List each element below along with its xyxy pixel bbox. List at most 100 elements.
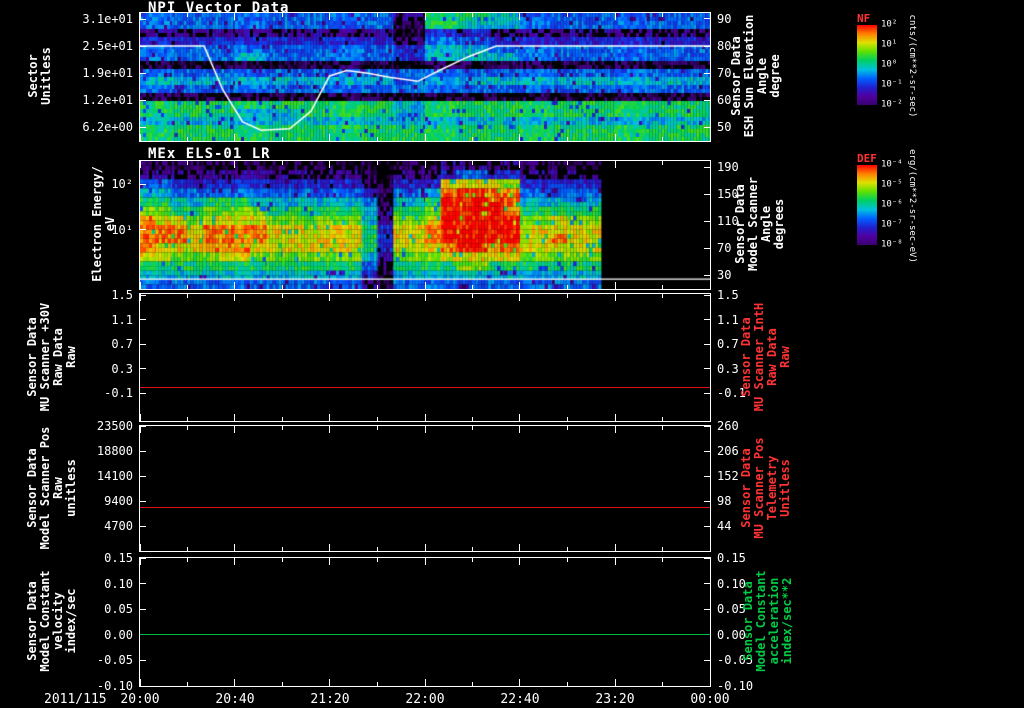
p2-xtickmark xyxy=(234,282,236,289)
def-colorbar-tick: 10⁻⁷ xyxy=(881,219,903,230)
p1-xtickmark xyxy=(234,134,236,141)
p2-ytickmark xyxy=(140,183,146,185)
p5-xtickmark xyxy=(139,679,141,686)
p1-ytickmark xyxy=(140,126,146,128)
p2-xtickmark xyxy=(567,161,568,165)
p3-xtickmark xyxy=(234,414,236,421)
def-colorbar-tick: 10⁻⁴ xyxy=(881,159,903,170)
p1-xtickmark xyxy=(139,13,141,20)
p1-xtickmark xyxy=(329,13,331,20)
p1-ytickmark xyxy=(704,45,710,47)
p1-xtickmark xyxy=(709,13,711,20)
p3-xtickmark xyxy=(377,294,378,298)
p1-xtickmark xyxy=(329,134,331,141)
p4-xtickmark xyxy=(377,547,378,551)
def-colorbar-label: DEF xyxy=(857,152,877,165)
p2-xtickmark xyxy=(709,282,711,289)
p4-ytickmark xyxy=(140,525,146,527)
p5-xtickmark xyxy=(282,558,283,562)
p5-xtickmark xyxy=(424,558,426,565)
p1-xtickmark xyxy=(472,137,473,141)
p4-xtickmark xyxy=(567,547,568,551)
p5-right-tick: -0.10 xyxy=(717,679,754,693)
p1-xtickmark xyxy=(614,134,616,141)
p5-left-tick: 0.10 xyxy=(104,576,133,591)
p1-right-tick: 70 xyxy=(717,66,732,81)
p2-ytickmark xyxy=(704,166,710,168)
els-spectrogram-panel: 10² 10¹ 190 150 110 70 30 xyxy=(111,160,739,290)
p5-xtickmark xyxy=(329,558,331,565)
p1-xtickmark xyxy=(377,13,378,17)
p4-xtickmark xyxy=(329,426,331,433)
p3-xtickmark xyxy=(519,294,521,301)
p1-xtickmark xyxy=(709,134,711,141)
p1-left-tick: 1.9e+01 xyxy=(82,66,133,81)
p5-ytickmark xyxy=(140,685,146,687)
p5-xtickmark xyxy=(186,682,188,686)
p5-xtickmark xyxy=(377,682,378,686)
p2-right-tick: 190 xyxy=(717,160,739,174)
p5-ytickmark xyxy=(140,557,146,559)
p3-ytickmark xyxy=(140,343,146,345)
p4-xtickmark xyxy=(472,426,473,430)
scanner-pos-right-axis-label: Sensor Data MU Scanner Pos Telemetry Uni… xyxy=(739,437,792,539)
p2-xtickmark xyxy=(519,282,521,289)
p2-xtickmark xyxy=(282,161,283,165)
p4-ytickmark xyxy=(704,475,710,477)
p3-right-tick: 1.1 xyxy=(717,312,739,327)
p3-xtickmark xyxy=(186,294,188,298)
x-axis-tick-label: 00:00 xyxy=(690,692,730,707)
p5-ytickmark xyxy=(704,557,710,559)
p3-xtickmark xyxy=(186,417,188,421)
p4-right-tick: 98 xyxy=(717,494,732,508)
def-colorbar-tick: 10⁻⁵ xyxy=(881,179,903,190)
x-axis-tick-label: 20:40 xyxy=(215,692,255,707)
p2-xtickmark xyxy=(662,285,663,289)
p2-xtickmark xyxy=(519,161,521,168)
p4-xtickmark xyxy=(519,426,521,433)
p4-xtickmark xyxy=(662,547,663,551)
p3-xtickmark xyxy=(519,414,521,421)
p4-xtickmark xyxy=(186,547,188,551)
p1-ytickmark xyxy=(704,72,710,74)
p2-xtickmark xyxy=(282,285,283,289)
p3-xtickmark xyxy=(472,294,473,298)
p4-xtickmark xyxy=(614,544,616,551)
p3-ytickmark xyxy=(704,368,710,370)
npi-right-axis-label: Sensor Data ESH Sun Elevation Angle degr… xyxy=(729,14,782,138)
p1-right-tick: 60 xyxy=(717,93,732,108)
p3-xtickmark xyxy=(567,417,568,421)
p5-xtickmark xyxy=(709,558,711,565)
model-constant-right-axis-label: Sensor Data Model Constant acceleration … xyxy=(741,570,794,672)
p5-xtickmark xyxy=(614,558,616,565)
nf-colorbar-tick: 10² xyxy=(881,19,898,30)
p2-ytickmark xyxy=(704,220,710,222)
p2-xtickmark xyxy=(614,161,616,168)
p4-xtickmark xyxy=(282,547,283,551)
mu-scanner-30v-left-axis-label: Sensor Data MU Scanner +30V Raw Data Raw xyxy=(25,302,78,412)
p5-left-tick: 0.00 xyxy=(104,627,133,642)
p3-xtickmark xyxy=(139,414,141,421)
x-axis-tick-label: 22:00 xyxy=(405,692,445,707)
p1-ytickmark xyxy=(140,45,146,47)
p2-right-tick: 70 xyxy=(717,241,732,256)
p2-xtickmark xyxy=(139,282,141,289)
p4-right-tick: 260 xyxy=(717,419,739,433)
els-left-axis-label: Electron Energy/ eV xyxy=(90,166,117,282)
p5-xtickmark xyxy=(519,679,521,686)
p2-xtickmark xyxy=(186,161,188,165)
p1-right-tick: 90 xyxy=(717,11,732,26)
model-constant-velocity-line xyxy=(140,634,710,636)
p5-left-tick: -0.10 xyxy=(96,679,133,693)
npi-left-axis-label: Sector Unitless xyxy=(26,47,53,105)
p3-ytickmark xyxy=(140,319,146,321)
p3-xtickmark xyxy=(614,294,616,301)
p4-left-tick: 18800 xyxy=(96,444,133,458)
def-colorbar-tick: 10⁻⁶ xyxy=(881,199,903,210)
p4-xtickmark xyxy=(567,426,568,430)
els-spectrogram-canvas xyxy=(140,161,710,289)
p1-xtickmark xyxy=(472,13,473,17)
p4-xtickmark xyxy=(709,544,711,551)
p2-xtickmark xyxy=(377,161,378,165)
